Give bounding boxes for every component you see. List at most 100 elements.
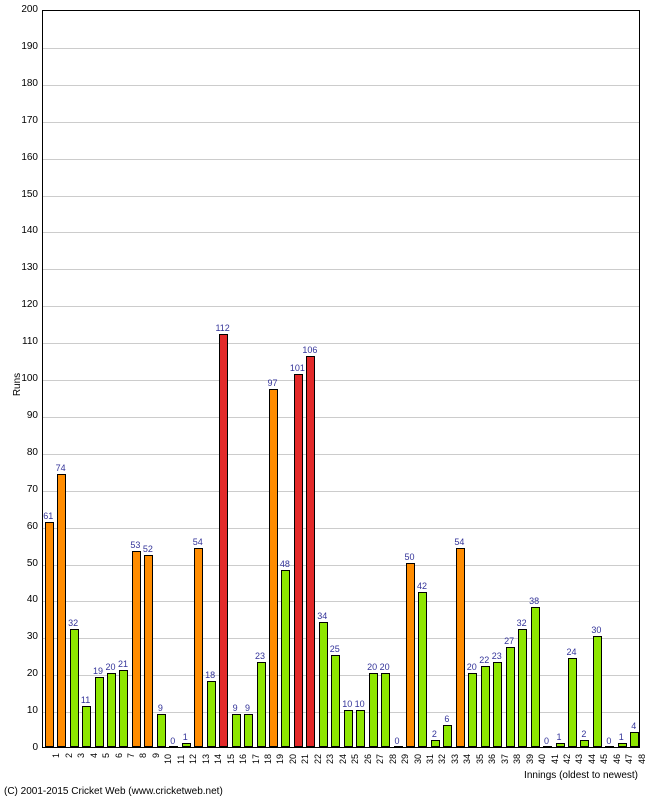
bar-value-label: 0 (388, 736, 406, 746)
x-tick-label: 8 (138, 753, 148, 758)
bar-value-label: 27 (500, 636, 518, 646)
x-tick-label: 7 (126, 753, 136, 758)
x-tick-label: 23 (325, 754, 335, 764)
x-tick-label: 2 (64, 753, 74, 758)
bar (369, 673, 378, 747)
x-tick-label: 47 (624, 754, 634, 764)
bar (418, 592, 427, 747)
gridline (43, 122, 639, 123)
x-tick-label: 28 (388, 754, 398, 764)
bar-value-label: 50 (401, 552, 419, 562)
y-tick-label: 140 (21, 225, 38, 236)
x-tick-label: 17 (251, 754, 261, 764)
x-tick-label: 40 (537, 754, 547, 764)
bar (394, 746, 403, 747)
x-tick-label: 37 (500, 754, 510, 764)
gridline (43, 454, 639, 455)
gridline (43, 232, 639, 233)
bar (531, 607, 540, 747)
bar (431, 740, 440, 747)
bar-value-label: 25 (326, 644, 344, 654)
bar-value-label: 23 (251, 651, 269, 661)
bar (244, 714, 253, 747)
x-tick-label: 46 (612, 754, 622, 764)
bar-value-label: 2 (575, 729, 593, 739)
bar (518, 629, 527, 747)
x-tick-label: 48 (637, 754, 647, 764)
bar (556, 743, 565, 747)
bar (306, 356, 315, 747)
y-tick-label: 20 (27, 668, 38, 679)
x-tick-label: 25 (350, 754, 360, 764)
x-tick-label: 14 (213, 754, 223, 764)
x-tick-label: 29 (400, 754, 410, 764)
bar (618, 743, 627, 747)
bar-value-label: 2 (425, 729, 443, 739)
bar-value-label: 38 (525, 596, 543, 606)
gridline (43, 343, 639, 344)
y-tick-label: 190 (21, 41, 38, 52)
chart-container: Runs Innings (oldest to newest) (C) 2001… (0, 0, 650, 800)
y-tick-label: 200 (21, 4, 38, 15)
bar (132, 551, 141, 747)
bar (45, 522, 54, 747)
bar-value-label: 1 (176, 732, 194, 742)
x-tick-label: 31 (425, 754, 435, 764)
bar-value-label: 24 (562, 647, 580, 657)
x-tick-label: 1 (51, 753, 61, 758)
plot-area (42, 10, 640, 748)
y-tick-label: 50 (27, 558, 38, 569)
bar-value-label: 54 (189, 537, 207, 547)
y-tick-label: 10 (27, 705, 38, 716)
x-tick-label: 36 (487, 754, 497, 764)
bar (219, 334, 228, 747)
x-tick-label: 39 (525, 754, 535, 764)
bar (207, 681, 216, 747)
y-tick-label: 160 (21, 152, 38, 163)
copyright-text: (C) 2001-2015 Cricket Web (www.cricketwe… (4, 786, 223, 797)
bar (281, 570, 290, 747)
y-tick-label: 40 (27, 594, 38, 605)
bar-value-label: 23 (488, 651, 506, 661)
bar-value-label: 54 (450, 537, 468, 547)
x-tick-label: 44 (587, 754, 597, 764)
x-tick-label: 24 (338, 754, 348, 764)
x-tick-label: 30 (413, 754, 423, 764)
bar (468, 673, 477, 747)
x-tick-label: 35 (475, 754, 485, 764)
bar-value-label: 101 (288, 363, 306, 373)
bar (493, 662, 502, 747)
bar-value-label: 20 (376, 662, 394, 672)
bar-value-label: 10 (351, 699, 369, 709)
y-tick-label: 120 (21, 299, 38, 310)
bar (456, 548, 465, 747)
bar-value-label: 11 (77, 695, 95, 705)
x-tick-label: 13 (201, 754, 211, 764)
x-tick-label: 38 (512, 754, 522, 764)
x-tick-label: 12 (188, 754, 198, 764)
bar (95, 677, 104, 747)
gridline (43, 269, 639, 270)
gridline (43, 491, 639, 492)
bar (119, 670, 128, 747)
bar-value-label: 30 (587, 625, 605, 635)
y-tick-label: 180 (21, 78, 38, 89)
x-tick-label: 42 (562, 754, 572, 764)
x-tick-label: 10 (163, 754, 173, 764)
bar (344, 710, 353, 747)
bar (107, 673, 116, 747)
bar-value-label: 32 (513, 618, 531, 628)
y-tick-label: 100 (21, 373, 38, 384)
bar-value-label: 6 (438, 714, 456, 724)
y-tick-label: 60 (27, 521, 38, 532)
bar (481, 666, 490, 747)
x-tick-label: 41 (550, 754, 560, 764)
bar (57, 474, 66, 747)
x-tick-label: 45 (599, 754, 609, 764)
x-tick-label: 19 (275, 754, 285, 764)
x-tick-label: 6 (114, 753, 124, 758)
x-tick-label: 16 (238, 754, 248, 764)
x-tick-label: 11 (176, 755, 186, 764)
x-tick-label: 4 (89, 753, 99, 758)
bar (82, 706, 91, 747)
